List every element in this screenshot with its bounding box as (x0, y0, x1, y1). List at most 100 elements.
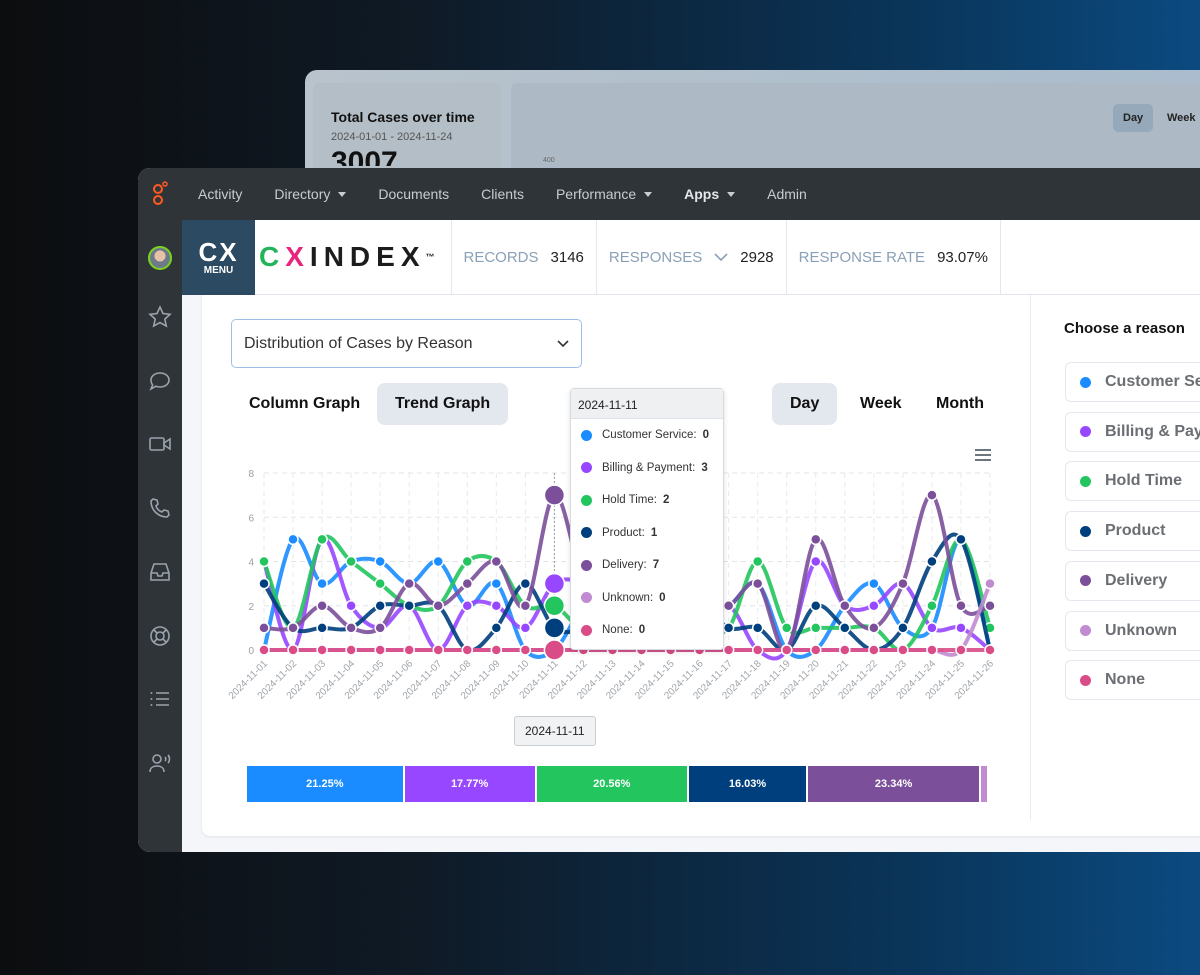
trend-graph-tab[interactable]: Trend Graph (377, 383, 509, 425)
data-point[interactable] (490, 644, 503, 656)
inbox-icon[interactable] (148, 560, 172, 584)
data-point[interactable] (345, 644, 357, 656)
reason-customer-service[interactable]: Customer Service (1065, 362, 1200, 402)
data-point[interactable] (287, 644, 299, 656)
data-point[interactable] (722, 622, 735, 634)
data-point[interactable] (839, 600, 851, 612)
data-point[interactable] (258, 555, 270, 568)
data-point[interactable] (345, 600, 357, 612)
data-point[interactable] (403, 644, 415, 656)
data-point[interactable] (432, 555, 444, 568)
share-segment-product[interactable]: 16.03% (689, 766, 808, 802)
nav-item-directory[interactable]: Directory (258, 186, 362, 202)
nav-item-clients[interactable]: Clients (465, 186, 540, 202)
data-point[interactable] (751, 644, 764, 656)
data-point[interactable] (810, 600, 822, 612)
share-segment-delivery[interactable]: 23.34% (808, 766, 982, 802)
responses-stat[interactable]: RESPONSES 2928 (597, 219, 787, 295)
data-point[interactable] (461, 577, 474, 590)
data-point[interactable] (839, 644, 851, 656)
nav-item-activity[interactable]: Activity (182, 186, 258, 202)
data-point[interactable] (490, 622, 503, 634)
users-voice-icon[interactable] (148, 751, 172, 775)
data-point[interactable] (543, 639, 566, 661)
data-point[interactable] (461, 555, 474, 568)
data-point[interactable] (374, 600, 386, 612)
nav-item-performance[interactable]: Performance (540, 186, 668, 202)
data-point[interactable] (780, 644, 793, 656)
data-point[interactable] (868, 622, 880, 634)
data-point[interactable] (543, 595, 566, 617)
data-point[interactable] (897, 622, 909, 634)
data-point[interactable] (519, 577, 532, 590)
data-point[interactable] (780, 622, 793, 634)
data-point[interactable] (810, 533, 822, 546)
bg-day-button[interactable]: Day (1113, 104, 1154, 132)
data-point[interactable] (751, 622, 764, 634)
share-segment-unknown[interactable] (981, 766, 989, 802)
data-point[interactable] (374, 577, 386, 590)
chat-icon[interactable] (148, 369, 172, 393)
data-point[interactable] (810, 555, 822, 568)
data-point[interactable] (810, 644, 822, 656)
data-point[interactable] (810, 622, 822, 634)
data-point[interactable] (984, 600, 996, 612)
data-point[interactable] (461, 644, 474, 656)
list-icon[interactable] (148, 687, 172, 711)
reason-billing-payment[interactable]: Billing & Payment (1065, 411, 1200, 452)
data-point[interactable] (316, 622, 328, 634)
data-point[interactable] (897, 577, 909, 590)
data-point[interactable] (722, 600, 735, 612)
share-segment-customer-service[interactable]: 21.25% (247, 766, 405, 802)
data-point[interactable] (543, 617, 566, 639)
data-point[interactable] (432, 600, 444, 612)
reason-unknown[interactable]: Unknown (1065, 610, 1200, 651)
avatar[interactable] (148, 246, 172, 270)
data-point[interactable] (519, 622, 532, 634)
reason-delivery[interactable]: Delivery (1065, 560, 1200, 601)
app-logo-icon[interactable] (138, 181, 182, 207)
data-point[interactable] (543, 484, 566, 506)
nav-item-admin[interactable]: Admin (751, 186, 823, 202)
data-point[interactable] (955, 533, 967, 546)
data-point[interactable] (287, 533, 299, 546)
month-tab[interactable]: Month (936, 395, 984, 412)
data-point[interactable] (955, 622, 967, 634)
data-point[interactable] (403, 600, 415, 612)
data-point[interactable] (461, 600, 474, 612)
column-graph-tab[interactable]: Column Graph (249, 395, 361, 412)
reason-product[interactable]: Product (1065, 511, 1200, 552)
report-select[interactable]: Distribution of Cases by Reason (231, 319, 582, 368)
data-point[interactable] (316, 533, 328, 546)
data-point[interactable] (868, 644, 880, 656)
reason-hold-time[interactable]: Hold Time (1065, 461, 1200, 502)
video-icon[interactable] (148, 432, 172, 456)
data-point[interactable] (926, 555, 938, 568)
data-point[interactable] (258, 644, 270, 656)
data-point[interactable] (490, 600, 503, 612)
data-point[interactable] (432, 644, 444, 656)
support-icon[interactable] (148, 624, 172, 648)
data-point[interactable] (374, 555, 386, 568)
data-point[interactable] (345, 555, 357, 568)
data-point[interactable] (839, 622, 851, 634)
phone-icon[interactable] (148, 496, 172, 520)
data-point[interactable] (258, 577, 270, 590)
data-point[interactable] (955, 600, 967, 612)
share-segment-billing-payment[interactable]: 17.77% (404, 766, 537, 802)
data-point[interactable] (543, 572, 566, 595)
data-point[interactable] (345, 622, 357, 634)
data-point[interactable] (519, 600, 532, 612)
data-point[interactable] (316, 577, 328, 590)
week-tab[interactable]: Week (860, 395, 902, 412)
data-point[interactable] (722, 644, 735, 656)
data-point[interactable] (490, 577, 503, 590)
share-segment-hold-time[interactable]: 20.56% (536, 766, 690, 802)
nav-item-apps[interactable]: Apps (668, 186, 751, 202)
data-point[interactable] (316, 600, 328, 612)
data-point[interactable] (868, 577, 880, 590)
data-point[interactable] (258, 622, 270, 634)
cx-menu-button[interactable]: CX MENU (182, 219, 255, 295)
data-point[interactable] (403, 577, 415, 590)
data-point[interactable] (374, 644, 386, 656)
